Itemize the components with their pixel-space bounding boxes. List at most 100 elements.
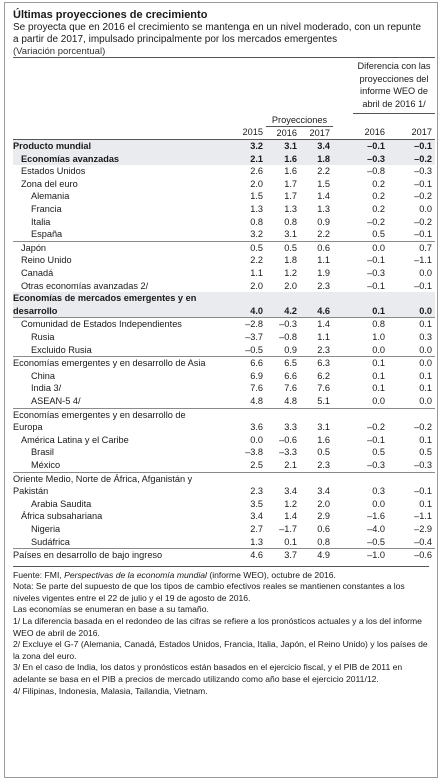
value-cell: 1.4: [300, 317, 333, 331]
value-cell: 3.5: [250, 498, 263, 509]
value-cell: 0.0: [419, 344, 432, 355]
spacer-cell: [333, 139, 353, 153]
value-cell: 6.5: [266, 356, 300, 370]
row-label: Nigeria: [31, 523, 61, 534]
units-note: (Variación porcentual): [13, 46, 106, 57]
value-cell: 0.8: [284, 216, 297, 227]
value-cell: 3.4: [300, 139, 333, 153]
value-cell: 0.0: [372, 344, 385, 355]
value-cell: –3.7: [245, 332, 263, 342]
value-cell: 2.0: [317, 498, 330, 509]
source-title: Perspectivas de la economía mundial: [64, 569, 207, 580]
table-row: Arabia Saudita 3.5 1.2 2.0 0.0 0.1: [13, 498, 435, 511]
value-cell: 4.2: [266, 304, 300, 318]
value-cell: 3.1: [317, 422, 330, 433]
value-cell: [353, 471, 388, 486]
row-label: Economías de mercados emergentes y en: [13, 292, 236, 305]
value-cell: –0.1: [353, 139, 388, 153]
spacer-cell: [333, 370, 353, 383]
value-cell: –3.3: [279, 447, 297, 458]
spacer-cell: [333, 304, 353, 318]
spacer-cell: [333, 421, 353, 434]
value-cell: 2.5: [250, 459, 263, 470]
table-row: Brasil –3.8 –3.3 0.5 0.5 0.5: [13, 446, 435, 459]
value-cell: –2.8: [236, 317, 266, 331]
value-cell: –1.0: [353, 548, 388, 562]
row-label: India 3/: [31, 383, 62, 394]
value-cell: –1.6: [367, 511, 385, 522]
value-cell: 2.3: [317, 344, 330, 355]
spacer-cell: [333, 216, 353, 229]
value-cell: [300, 407, 333, 422]
value-cell: 3.4: [250, 511, 263, 522]
footnote-1: 1/ La diferencia basada en el redondeo d…: [13, 616, 422, 638]
row-label: Producto mundial: [13, 139, 236, 153]
row-label: Arabia Saudita: [31, 498, 92, 509]
value-cell: 0.9: [284, 344, 297, 355]
source-suffix: (informe WEO), octubre de 2016.: [206, 569, 336, 580]
value-cell: 0.3: [372, 486, 385, 497]
row-label: Economías emergentes y en desarrollo de: [13, 407, 236, 422]
value-cell: 0.6: [317, 523, 330, 534]
value-cell: 2.3: [250, 486, 263, 497]
row-label: Sudáfrica: [31, 536, 70, 547]
table-row: India 3/7.6 7.6 7.6 0.1 0.1: [13, 382, 435, 395]
table-row: Alemania 1.5 1.7 1.4 0.2 –0.2: [13, 190, 435, 203]
value-cell: 1.0: [372, 332, 385, 342]
value-cell: –0.2: [367, 216, 385, 227]
value-cell: –0.8: [279, 332, 297, 342]
value-cell: –1.1: [414, 255, 432, 266]
row-label: Estados Unidos: [21, 166, 86, 177]
spacer-cell: [333, 510, 353, 523]
footnote-2: 2/ Excluye el G-7 (Alemania, Canadá, Est…: [13, 639, 428, 661]
value-cell: 0.5: [236, 240, 266, 255]
value-cell: 2.2: [250, 255, 263, 266]
row-label: Pakistán: [13, 486, 49, 497]
value-cell: 0.1: [353, 304, 388, 318]
spacer-cell: [333, 459, 353, 472]
table-row: Italia 0.8 0.8 0.9 –0.2 –0.2: [13, 216, 435, 229]
footnote-4: 4/ Filipinas, Indonesia, Malasia, Tailan…: [13, 685, 208, 696]
spacer-cell: [333, 485, 353, 498]
value-cell: 0.0: [419, 268, 432, 279]
value-cell: –0.3: [414, 459, 432, 470]
value-cell: 2.0: [284, 280, 297, 291]
spacer-cell: [333, 344, 353, 357]
table-row: Economías avanzadas 2.1 1.6 1.8 –0.3 –0.2: [13, 152, 435, 166]
table-row: Pakistán 2.3 3.4 3.4 0.3 –0.1: [13, 485, 435, 498]
value-cell: 1.3: [250, 204, 263, 215]
value-cell: [266, 292, 300, 305]
spacer-cell: [333, 471, 353, 486]
value-cell: 0.8: [250, 216, 263, 227]
value-cell: 6.6: [284, 370, 297, 381]
value-cell: 0.8: [317, 536, 330, 547]
year-header: 2016: [364, 127, 385, 138]
value-cell: 3.4: [317, 486, 330, 497]
row-label: Otras economías avanzadas 2/: [21, 280, 149, 291]
value-cell: 2.2: [317, 166, 330, 177]
value-cell: 4.8: [250, 395, 263, 406]
value-cell: –0.6: [388, 548, 435, 562]
row-label: Comunidad de Estados Independientes: [13, 317, 236, 331]
row-label: China: [31, 370, 56, 381]
value-cell: 1.7: [284, 191, 297, 202]
value-cell: 3.7: [266, 548, 300, 562]
value-cell: –0.2: [414, 216, 432, 227]
table-row: ASEAN-5 4/4.8 4.8 5.1 0.0 0.0: [13, 395, 435, 408]
spacer-cell: [333, 536, 353, 549]
value-cell: 1.8: [300, 152, 333, 166]
year-header-row: 2015 2016 2017 2016 2017: [13, 126, 435, 140]
year-header: 2017: [309, 127, 330, 138]
value-cell: –0.1: [414, 229, 432, 240]
value-cell: –2.9: [414, 523, 432, 534]
value-cell: 3.2: [250, 229, 263, 240]
row-label: Zona del euro: [21, 178, 78, 189]
row-label: México: [31, 459, 61, 470]
spacer-cell: [333, 190, 353, 203]
table-row: España 3.2 3.1 2.2 0.5 –0.1: [13, 228, 435, 241]
value-cell: 2.1: [236, 152, 266, 166]
projections-table-panel: Últimas proyecciones de crecimiento Se p…: [4, 2, 438, 778]
value-cell: 0.5: [372, 229, 385, 240]
value-cell: 7.6: [284, 383, 297, 394]
table-row: Estados Unidos 2.6 1.6 2.2 –0.8 –0.3: [13, 165, 435, 178]
